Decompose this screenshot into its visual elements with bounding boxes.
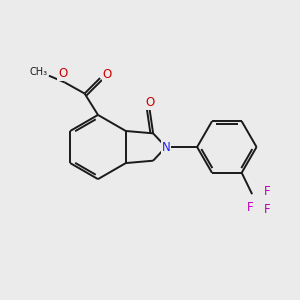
Text: N: N — [161, 140, 170, 154]
Text: F: F — [246, 201, 253, 214]
Text: O: O — [146, 96, 155, 109]
Text: F: F — [264, 185, 270, 198]
Text: O: O — [103, 68, 112, 81]
Text: O: O — [58, 67, 68, 80]
Text: CH₃: CH₃ — [29, 67, 48, 77]
Text: F: F — [264, 202, 270, 215]
